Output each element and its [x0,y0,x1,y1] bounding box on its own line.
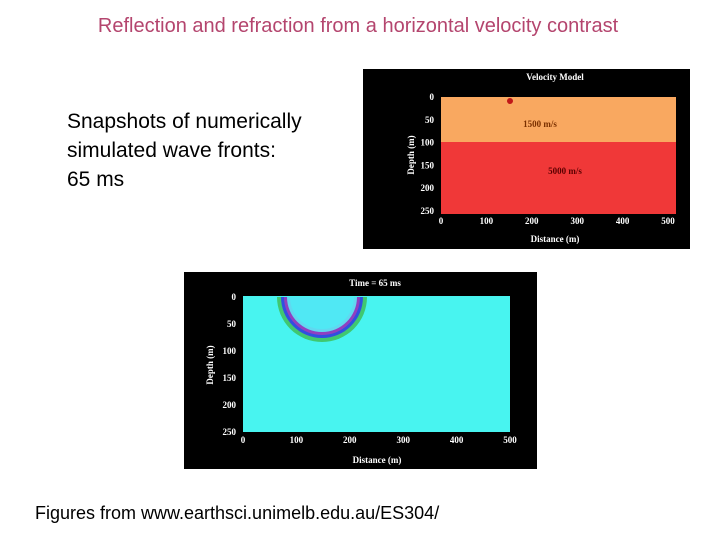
body-line: simulated wave fronts: [67,139,276,162]
y-tick-label: 0 [232,292,237,302]
figure-velocity-model: Velocity Model 1500 m/s 5000 m/s Distanc… [363,69,690,249]
y-tick-label: 200 [421,183,435,193]
x-tick-label: 300 [396,435,410,445]
figure-title: Time = 65 ms [349,278,401,288]
y-tick-label: 50 [227,319,237,329]
y-tick-label: 100 [223,346,237,356]
x-tick-label: 100 [290,435,304,445]
figure-snapshot: Time = 65 ms Distance (m) Depth (m) [184,272,537,469]
y-tick-label: 250 [421,206,435,216]
slide-title: Reflection and refraction from a horizon… [98,15,619,37]
x-tick-label: 300 [570,216,584,226]
x-tick-label: 200 [343,435,357,445]
y-axis-label: Depth (m) [406,135,416,174]
y-tick-label: 0 [430,92,435,102]
x-tick-label: 400 [450,435,464,445]
figure-title: Velocity Model [526,72,584,82]
x-tick-label: 0 [439,216,444,226]
y-tick-label: 150 [421,160,435,170]
body-line: 65 ms [67,168,124,191]
y-tick-label: 250 [223,427,237,437]
y-tick-label: 200 [223,400,237,410]
x-axis-label: Distance (m) [531,234,580,244]
y-axis-label: Depth (m) [205,345,215,384]
layer-label: 1500 m/s [523,119,557,129]
y-tick-label: 100 [421,138,435,148]
x-tick-label: 500 [661,216,675,226]
x-tick-label: 400 [616,216,630,226]
caption: Figures from www.earthsci.unimelb.edu.au… [35,503,439,523]
x-tick-label: 0 [241,435,246,445]
layer-label: 5000 m/s [548,166,582,176]
x-tick-label: 100 [480,216,494,226]
y-tick-label: 150 [223,373,237,383]
y-tick-label: 50 [425,115,435,125]
x-tick-label: 500 [503,435,517,445]
x-axis-label: Distance (m) [353,455,402,465]
body-line: Snapshots of numerically [67,110,302,133]
x-tick-label: 200 [525,216,539,226]
